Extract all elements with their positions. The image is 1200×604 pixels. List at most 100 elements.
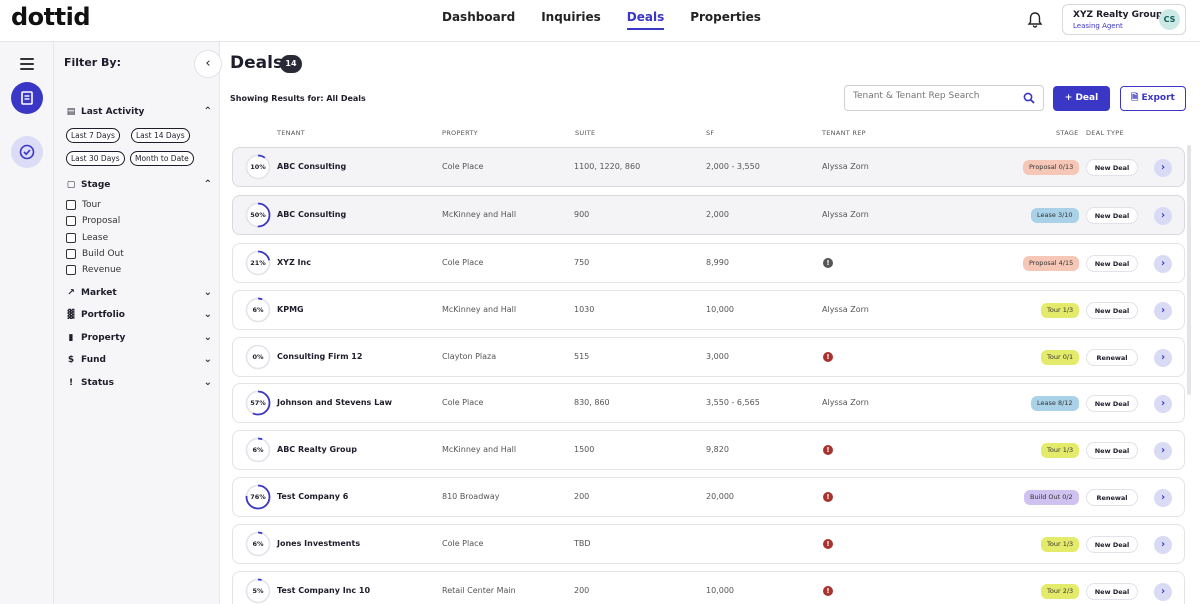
filter-section-status[interactable]: ! Status ⌄ — [66, 377, 212, 388]
stage-option-revenue[interactable]: Revenue — [66, 265, 121, 275]
chip-last-30-days[interactable]: Last 30 Days — [66, 151, 125, 166]
chip-last-14-days[interactable]: Last 14 Days — [131, 128, 190, 143]
search-icon[interactable] — [1023, 92, 1035, 104]
chevron-right-icon[interactable]: › — [1154, 207, 1172, 225]
col-header-deal-type[interactable]: DEAL TYPE — [1086, 129, 1124, 137]
option-label: Tour — [82, 200, 101, 210]
section-label: Portfolio — [81, 310, 125, 320]
col-header-property[interactable]: PROPERTY — [442, 129, 478, 137]
deals-count-badge: 14 — [280, 55, 302, 73]
collapse-filters-button[interactable]: ‹ — [194, 50, 222, 78]
checkbox[interactable] — [66, 200, 76, 210]
nav-dashboard[interactable]: Dashboard — [442, 10, 516, 24]
filter-section-last-activity[interactable]: ▤ Last Activity ⌃ — [66, 106, 212, 117]
building-icon: ▮ — [68, 333, 74, 343]
deal-type-badge: New Deal — [1086, 442, 1138, 459]
chevron-right-icon[interactable]: › — [1154, 536, 1172, 554]
filter-section-fund[interactable]: $ Fund ⌄ — [66, 354, 212, 365]
table-row[interactable]: 21% XYZ Inc Cole Place 750 8,990! Proposal 4/… — [232, 243, 1185, 283]
stage-option-lease[interactable]: Lease — [66, 233, 108, 243]
tenant-name: ABC Realty Group — [277, 445, 357, 454]
checkbox[interactable] — [66, 216, 76, 226]
filter-section-stage[interactable]: ▢ Stage ⌃ — [66, 179, 212, 190]
hamburger-menu-icon[interactable] — [20, 58, 34, 73]
chevron-left-icon: ‹ — [205, 56, 211, 71]
scrollbar[interactable] — [1187, 145, 1191, 395]
col-header-tenant-rep[interactable]: TENANT REP — [822, 129, 866, 137]
col-header-sf[interactable]: SF — [706, 129, 715, 137]
main-nav: Dashboard Inquiries Deals Properties — [442, 10, 787, 30]
chevron-right-icon[interactable]: › — [1154, 442, 1172, 460]
export-label: Export — [1141, 93, 1175, 103]
checkbox[interactable] — [66, 249, 76, 259]
tenant-name: XYZ Inc — [277, 258, 311, 267]
chevron-down-icon: ⌄ — [203, 309, 212, 320]
stage-option-tour[interactable]: Tour — [66, 200, 101, 210]
chevron-right-icon[interactable]: › — [1154, 302, 1172, 320]
filter-section-market[interactable]: ↗ Market ⌄ — [66, 287, 212, 298]
table-row[interactable]: 50% ABC Consulting McKinney and Hall 900 2,0… — [232, 195, 1185, 235]
search-input[interactable] — [853, 91, 1013, 101]
suite: 200 — [574, 492, 590, 501]
progress-percent: 57% — [250, 399, 266, 407]
chevron-right-icon[interactable]: › — [1154, 349, 1172, 367]
progress-percent: 0% — [252, 353, 264, 361]
add-deal-button[interactable]: + Deal — [1053, 86, 1110, 111]
tenant-name: ABC Consulting — [277, 162, 347, 171]
progress-percent: 10% — [250, 163, 266, 171]
nav-inquiries[interactable]: Inquiries — [541, 10, 601, 24]
app-logo[interactable]: dottid — [11, 3, 91, 31]
table-row[interactable]: 6% KPMG McKinney and Hall 1030 10,000 Alyssa … — [232, 290, 1185, 330]
property-name: McKinney and Hall — [442, 445, 517, 454]
account-role: Leasing Agent — [1073, 22, 1123, 30]
chevron-right-icon[interactable]: › — [1154, 583, 1172, 601]
chip-last-7-days[interactable]: Last 7 Days — [66, 128, 120, 143]
tasks-rail-button[interactable] — [11, 136, 43, 168]
chevron-right-icon[interactable]: › — [1154, 159, 1172, 177]
bell-icon[interactable] — [1027, 11, 1043, 29]
deals-rail-button[interactable] — [11, 82, 43, 114]
export-button[interactable]: 🗎 Export — [1120, 86, 1186, 111]
nav-deals[interactable]: Deals — [626, 10, 665, 30]
calendar-icon: ▤ — [66, 107, 76, 117]
suite: 1030 — [574, 305, 595, 314]
col-header-suite[interactable]: SUITE — [575, 129, 596, 137]
col-header-stage[interactable]: STAGE — [1056, 129, 1079, 137]
chip-month-to-date[interactable]: Month to Date — [130, 151, 194, 166]
filter-section-property[interactable]: ▮ Property ⌄ — [66, 332, 212, 343]
table-row[interactable]: 0% Consulting Firm 12 Clayton Plaza 515 3,00… — [232, 337, 1185, 377]
chevron-right-icon[interactable]: › — [1154, 395, 1172, 413]
table-row[interactable]: 10% ABC Consulting Cole Place 1100, 1220, 8… — [232, 147, 1185, 187]
account-menu[interactable]: XYZ Realty Group Leasing Agent CS — [1062, 4, 1186, 35]
deal-type-badge: New Deal — [1086, 583, 1138, 600]
filter-section-portfolio[interactable]: ▓ Portfolio ⌄ — [66, 309, 212, 320]
suite: 900 — [574, 210, 590, 219]
checkbox[interactable] — [66, 233, 76, 243]
property-name: Retail Center Main — [442, 586, 516, 595]
section-label: Property — [81, 333, 126, 343]
suite: 515 — [574, 352, 590, 361]
square-feet: 10,000 — [706, 305, 734, 314]
nav-properties[interactable]: Properties — [690, 10, 761, 24]
table-row[interactable]: 5% Test Company Inc 10 Retail Center Main 2… — [232, 571, 1185, 604]
table-row[interactable]: 76% Test Company 6 810 Broadway 200 20,000! B… — [232, 477, 1185, 517]
avatar: CS — [1159, 9, 1180, 30]
stage-option-proposal[interactable]: Proposal — [66, 216, 120, 226]
alert-icon: ! — [823, 352, 833, 362]
table-row[interactable]: 6% ABC Realty Group McKinney and Hall 1500 9… — [232, 430, 1185, 470]
checkbox[interactable] — [66, 265, 76, 275]
col-header-tenant[interactable]: TENANT — [277, 129, 306, 137]
stage-option-build-out[interactable]: Build Out — [66, 249, 124, 259]
chevron-right-icon[interactable]: › — [1154, 489, 1172, 507]
chevron-right-icon[interactable]: › — [1154, 255, 1172, 273]
suite: TBD — [574, 539, 591, 548]
suite: 1100, 1220, 860 — [574, 162, 641, 171]
tenant-search[interactable] — [844, 85, 1044, 111]
progress-percent: 6% — [252, 306, 264, 314]
table-row[interactable]: 57% Johnson and Stevens Law Cole Place 830,… — [232, 383, 1185, 423]
stage-badge: Proposal 4/15 — [1023, 256, 1080, 271]
square-feet: 8,990 — [706, 258, 729, 267]
option-label: Proposal — [82, 216, 121, 226]
table-row[interactable]: 6% Jones Investments Cole Place TBD! Tour 1/… — [232, 524, 1185, 564]
progress-ring: 5% — [244, 577, 272, 604]
